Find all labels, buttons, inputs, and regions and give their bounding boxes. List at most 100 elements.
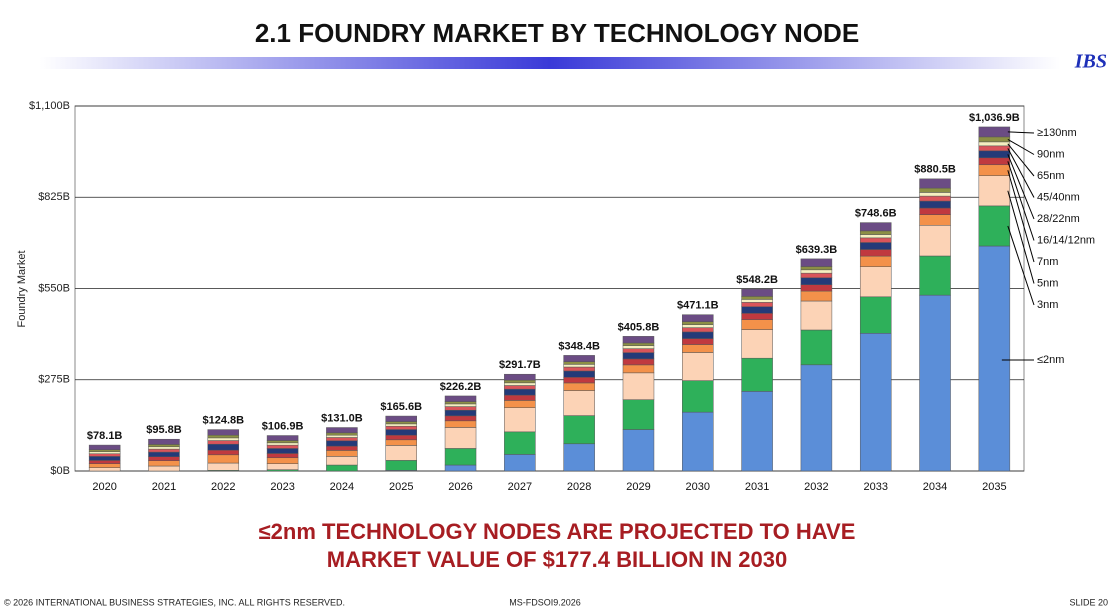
bar-segment	[919, 200, 951, 209]
y-tick-label: $0B	[50, 465, 70, 477]
bar-segment	[504, 388, 536, 396]
bar-segment	[859, 237, 892, 243]
bar-segment	[919, 255, 951, 296]
legend-leader	[1007, 154, 1035, 220]
total-label: $226.2B	[440, 381, 482, 393]
bar-segment	[563, 361, 595, 365]
bar-segment	[326, 432, 358, 436]
bar-segment	[682, 331, 714, 339]
bar-segment	[385, 421, 417, 425]
bar-segment	[741, 329, 773, 359]
bar-segment	[207, 429, 240, 436]
legend-leader	[1007, 161, 1035, 241]
bar-segment	[563, 443, 595, 472]
bar-segment	[800, 290, 833, 302]
bar-segment	[859, 333, 892, 472]
bar-segment	[563, 364, 595, 368]
bar-segment	[978, 245, 1011, 472]
x-tick-label: 2026	[448, 481, 472, 493]
bar-segment	[207, 443, 240, 451]
y-tick-label: $550B	[38, 282, 70, 294]
bar-segment	[504, 382, 536, 386]
bar-segment	[859, 296, 892, 334]
bar-segment	[266, 457, 299, 464]
bar-segment	[978, 164, 1011, 176]
x-tick-label: 2033	[863, 481, 887, 493]
bar-segment	[88, 467, 121, 472]
legend-label: 5nm	[1037, 277, 1058, 289]
bar-segment	[444, 395, 477, 402]
bar-segment	[563, 370, 595, 378]
bar-segment	[741, 296, 773, 300]
x-tick-label: 2024	[330, 481, 354, 493]
total-label: $131.0B	[321, 412, 363, 424]
bar-segment	[207, 440, 240, 445]
total-label: $124.8B	[202, 414, 244, 426]
x-tick-label: 2035	[982, 481, 1006, 493]
bar-segment	[385, 434, 417, 441]
bar-segment	[444, 464, 477, 472]
bar-segment	[622, 336, 655, 344]
bar-segment	[88, 453, 121, 457]
legend-label: ≤2nm	[1037, 354, 1064, 366]
legend-label: ≥130nm	[1037, 127, 1077, 139]
bar-segment	[563, 366, 595, 372]
total-label: $291.7B	[499, 359, 541, 371]
bar-segment	[682, 352, 714, 381]
bar-segment	[919, 195, 951, 202]
message-line: MARKET VALUE OF $177.4 BILLION IN 2030	[327, 547, 787, 572]
bar-segment	[148, 460, 180, 467]
bar-segment	[88, 444, 121, 451]
y-tick-label: $825B	[38, 191, 70, 203]
bar-segment	[741, 299, 773, 303]
total-label: $165.6B	[380, 401, 422, 413]
bar-segment	[563, 355, 595, 362]
bar-segment	[444, 409, 477, 417]
bar-segment	[682, 314, 714, 322]
bar-segment	[978, 175, 1011, 207]
bar-segment	[859, 242, 892, 250]
bar-segment	[444, 403, 477, 407]
bar-segment	[682, 338, 714, 345]
total-label: $471.1B	[677, 300, 719, 312]
bar-segment	[385, 439, 417, 446]
bar-segment	[859, 234, 892, 239]
bar-segment	[207, 462, 240, 471]
bar-segment	[148, 438, 180, 445]
bar-segment	[266, 453, 299, 459]
bar-segment	[800, 272, 833, 279]
legend-leader	[1007, 190, 1035, 284]
title-rule	[40, 57, 1060, 69]
legend-label: 7nm	[1037, 256, 1058, 268]
bar-segment	[978, 141, 1011, 147]
bar-segment	[444, 448, 477, 466]
bar-segment	[622, 399, 655, 430]
bar-segment	[504, 454, 536, 472]
bar-segment	[444, 415, 477, 422]
bar-segment	[326, 434, 358, 438]
bar-segment	[682, 344, 714, 353]
legend-label: 3nm	[1037, 299, 1058, 311]
slide-number: SLIDE 20	[1069, 597, 1108, 607]
bar-segment	[88, 460, 121, 464]
bar-segment	[148, 451, 180, 457]
doc-id: MS-FDSOI9.2026	[509, 597, 581, 607]
bar-segment	[385, 460, 417, 471]
legend-leader	[1007, 148, 1035, 198]
legend-leader	[1007, 138, 1035, 155]
bar-segment	[978, 126, 1011, 138]
y-tick-label: $1,100B	[29, 100, 70, 112]
total-label: $78.1B	[87, 430, 123, 442]
bar-segment	[444, 406, 477, 411]
legend-label: 45/40nm	[1037, 191, 1080, 203]
bar-segment	[622, 348, 655, 353]
total-label: $880.5B	[914, 164, 956, 176]
bar-segment	[504, 394, 536, 401]
bar-segment	[859, 222, 892, 232]
bar-segment	[682, 321, 714, 325]
total-label: $748.6B	[855, 208, 897, 220]
bar-segment	[326, 440, 358, 447]
bar-segment	[859, 255, 892, 267]
message-line: ≤2nm TECHNOLOGY NODES ARE PROJECTED TO H…	[259, 519, 856, 544]
bar-segment	[682, 324, 714, 328]
